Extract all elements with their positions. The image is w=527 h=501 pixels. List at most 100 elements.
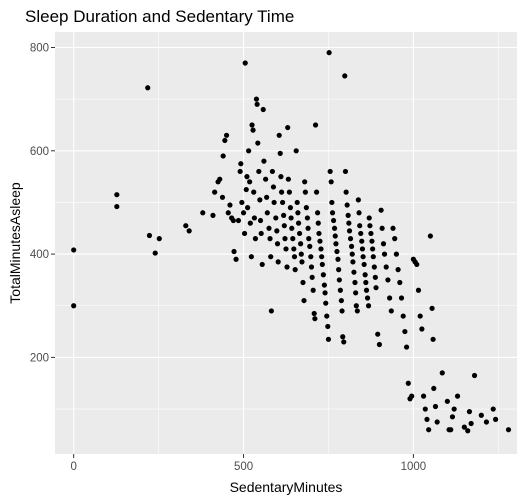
data-point — [261, 158, 267, 164]
data-point — [339, 308, 345, 314]
data-point — [290, 236, 296, 242]
data-point — [466, 409, 473, 415]
data-point — [359, 246, 366, 252]
data-point — [227, 202, 233, 208]
data-point — [247, 179, 253, 185]
data-point — [454, 393, 461, 399]
data-point — [419, 326, 425, 332]
data-point — [295, 220, 302, 226]
data-point — [351, 269, 357, 275]
data-point — [225, 210, 231, 216]
data-point — [330, 217, 337, 224]
data-point — [299, 259, 305, 265]
data-point — [371, 264, 377, 270]
data-point — [268, 308, 274, 314]
data-point — [431, 385, 437, 392]
data-point — [146, 232, 153, 239]
data-point — [257, 217, 264, 224]
y-axis-title: TotalMinutesAsleep — [7, 182, 23, 304]
data-point — [368, 230, 374, 237]
data-point — [298, 241, 304, 247]
data-point — [308, 254, 314, 260]
data-point — [304, 215, 311, 221]
data-point — [355, 197, 361, 203]
data-point — [244, 174, 250, 180]
data-point — [212, 189, 218, 195]
data-point — [278, 189, 285, 195]
data-point — [259, 261, 265, 268]
data-point — [385, 277, 391, 283]
data-point — [422, 406, 428, 412]
data-point — [240, 210, 247, 216]
data-point — [364, 295, 371, 301]
data-point — [400, 313, 406, 319]
data-point — [316, 230, 322, 237]
data-point — [289, 225, 295, 231]
data-point — [156, 236, 162, 242]
data-point — [461, 424, 467, 430]
data-point — [449, 414, 456, 420]
data-point — [223, 132, 230, 138]
data-point — [267, 236, 273, 242]
data-point — [263, 176, 269, 182]
data-point — [281, 212, 287, 218]
data-point — [257, 197, 263, 203]
data-point — [308, 264, 315, 270]
data-point — [360, 254, 366, 260]
data-point — [379, 225, 385, 231]
data-point — [260, 106, 266, 113]
data-point — [444, 398, 450, 404]
data-point — [367, 223, 373, 229]
data-point — [420, 393, 427, 399]
data-point — [322, 290, 328, 296]
data-point — [471, 372, 478, 379]
data-point — [370, 246, 376, 252]
x-axis-title: SedentaryMinutes — [230, 479, 343, 495]
data-point — [395, 267, 401, 273]
data-point — [326, 50, 332, 56]
data-point — [250, 127, 256, 133]
data-point — [243, 186, 249, 193]
data-point — [381, 251, 388, 257]
data-point — [288, 215, 294, 221]
data-point — [305, 225, 311, 231]
data-point — [426, 427, 432, 433]
data-point — [432, 403, 439, 410]
data-point — [301, 297, 307, 304]
data-point — [366, 215, 372, 221]
data-point — [312, 316, 318, 322]
data-point — [329, 199, 335, 206]
data-point — [264, 194, 270, 200]
data-point — [478, 412, 484, 418]
data-point — [451, 406, 457, 412]
data-point — [275, 259, 281, 265]
data-point — [210, 212, 216, 218]
x-tick-label: 0 — [70, 461, 76, 473]
data-point — [251, 215, 258, 221]
data-point — [393, 251, 400, 257]
data-point — [342, 168, 349, 175]
x-axis-ticks: 0 500 1000 — [70, 454, 426, 473]
data-point — [306, 236, 312, 242]
data-point — [293, 148, 299, 154]
data-point — [71, 303, 77, 309]
data-point — [345, 212, 351, 218]
data-point — [357, 223, 363, 229]
data-point — [323, 300, 329, 306]
data-point — [285, 176, 291, 182]
data-point — [353, 303, 359, 309]
data-point — [387, 295, 393, 301]
x-tick-label: 500 — [234, 461, 253, 473]
data-point — [405, 380, 411, 386]
data-point — [363, 279, 369, 286]
data-point — [235, 217, 242, 224]
data-point — [429, 305, 435, 311]
data-point — [335, 256, 341, 262]
data-point — [271, 199, 277, 206]
data-point — [388, 308, 394, 314]
data-point — [152, 250, 158, 256]
data-point — [276, 132, 282, 138]
data-point — [302, 189, 308, 195]
data-point — [415, 287, 422, 293]
